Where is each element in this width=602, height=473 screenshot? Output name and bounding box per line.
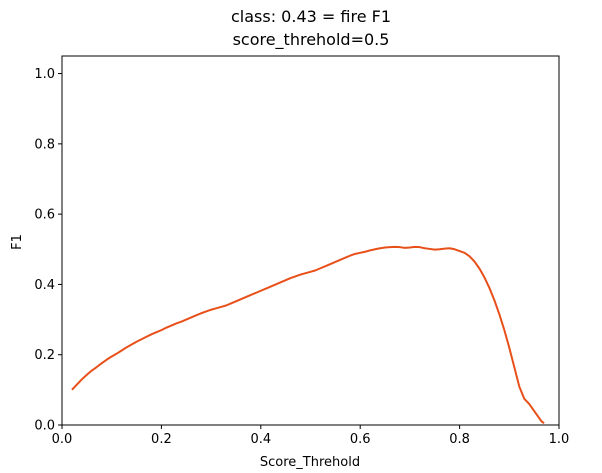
x-tick-label: 0.0 — [52, 432, 73, 447]
chart-subtitle: score_threhold=0.5 — [233, 30, 390, 50]
series-line-0 — [71, 245, 545, 425]
x-tick-label: 0.2 — [151, 432, 172, 447]
x-tick-label: 0.8 — [449, 432, 470, 447]
x-tick-label: 0.4 — [250, 432, 271, 447]
y-tick-label: 0.0 — [34, 419, 55, 434]
x-tick-label: 1.0 — [549, 432, 570, 447]
y-tick-label: 0.6 — [34, 208, 55, 223]
series-layer — [71, 245, 545, 425]
y-tick-label: 0.2 — [34, 348, 55, 363]
x-axis-label: Score_Threhold — [260, 455, 360, 470]
ticks-layer: 0.0 0.2 0.4 0.6 0.8 1.0 0.0 0.2 0.4 0.6 0.8 1.0 — [34, 67, 569, 447]
y-tick-label: 0.4 — [34, 278, 55, 293]
chart-title: class: 0.43 = fire F1 — [231, 7, 391, 26]
plot-frame — [61, 55, 560, 426]
x-tick-label: 0.6 — [350, 432, 371, 447]
y-tick-label: 1.0 — [34, 67, 55, 82]
y-axis-label: F1 — [10, 234, 25, 250]
y-tick-label: 0.8 — [34, 137, 55, 152]
